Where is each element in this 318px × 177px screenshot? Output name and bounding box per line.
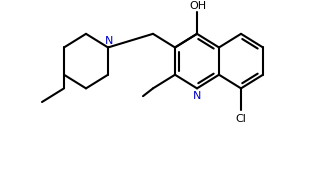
Text: N: N [193,91,201,101]
Text: OH: OH [190,1,207,12]
Text: Cl: Cl [236,114,246,124]
Text: N: N [105,36,113,45]
